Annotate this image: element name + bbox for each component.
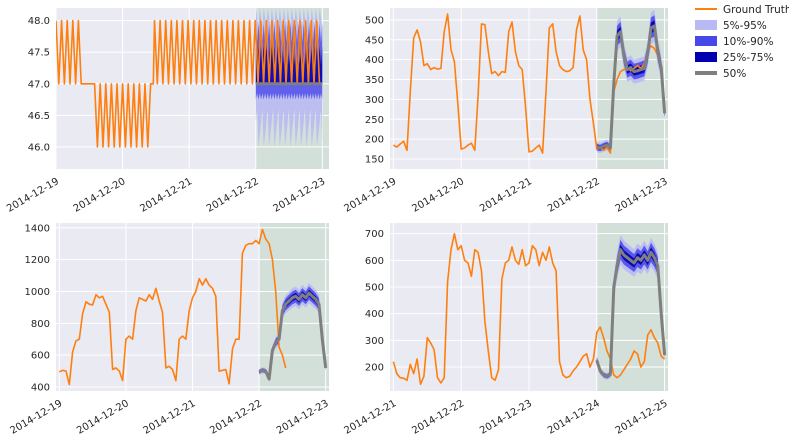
x-tick-label: 2014-12-19	[343, 176, 399, 215]
y-tick-label: 400	[365, 309, 384, 320]
y-tick-label: 500	[365, 15, 384, 26]
legend-patch-swatch	[695, 20, 717, 30]
legend: Ground Truth 5%-95% 10%-90% 25%-75% 50%	[690, 0, 789, 80]
plot-area	[392, 232, 667, 386]
x-tick-label: 2014-12-19	[8, 398, 64, 437]
legend-label: Ground Truth	[723, 4, 789, 16]
y-tick-label: 400	[31, 383, 50, 394]
plot-area	[56, 8, 323, 148]
x-tick-label: 2014-12-24	[546, 398, 602, 437]
y-tick-label: 300	[365, 336, 384, 347]
ground-truth-line	[392, 13, 666, 154]
median-line	[258, 291, 328, 381]
x-tick-label: 2014-12-23	[275, 398, 331, 437]
y-tick-label: 1200	[25, 255, 50, 266]
median-line	[596, 24, 667, 150]
x-tick-label: 2014-12-19	[5, 176, 61, 215]
x-tick-label: 2014-12-21	[138, 176, 194, 215]
x-tick-label: 2014-12-22	[546, 176, 602, 215]
y-tick-label: 800	[31, 319, 50, 330]
y-tick-label: 500	[365, 283, 384, 294]
y-tick-label: 250	[365, 115, 384, 126]
x-tick-label: 2014-12-21	[142, 398, 198, 437]
legend-label: 25%-75%	[723, 52, 773, 64]
legend-label: 5%-95%	[723, 20, 767, 32]
y-tick-label: 200	[365, 135, 384, 146]
y-tick-label: 48.0	[28, 16, 50, 27]
plot-area	[58, 228, 328, 386]
x-tick-label: 2014-12-21	[343, 398, 399, 437]
y-tick-label: 400	[365, 55, 384, 66]
y-tick-label: 300	[365, 95, 384, 106]
y-tick-label: 47.0	[28, 79, 50, 90]
y-tick-label: 1400	[25, 223, 50, 234]
x-tick-label: 2014-12-20	[72, 176, 128, 215]
y-tick-label: 600	[365, 256, 384, 267]
band-10-90	[596, 239, 665, 379]
band-5-95	[596, 234, 665, 380]
x-tick-label: 2014-12-20	[410, 176, 466, 215]
chart-panel-bottom-right: 200 300 400 500 600 700 2014-12-21 2014-12-22 20…	[343, 223, 670, 437]
x-tick-label: 2014-12-23	[614, 176, 670, 215]
y-tick-label: 600	[31, 351, 50, 362]
x-tick-label: 2014-12-25	[614, 398, 670, 437]
x-tick-label: 2014-12-23	[478, 398, 534, 437]
legend-entry: 5%-95%	[695, 20, 767, 32]
legend-patch-swatch	[695, 36, 717, 46]
legend-label: 50%	[723, 68, 746, 80]
legend-entry: Ground Truth	[695, 4, 789, 16]
x-tick-label: 2014-12-21	[478, 176, 534, 215]
y-tick-label: 350	[365, 75, 384, 86]
y-tick-label: 1000	[25, 287, 50, 298]
ground-truth-line	[58, 228, 287, 386]
ground-truth-line	[56, 19, 321, 148]
ground-truth-line	[392, 232, 666, 386]
legend-entry: 25%-75%	[695, 52, 773, 64]
x-tick-label: 2014-12-20	[75, 398, 131, 437]
x-tick-label: 2014-12-22	[208, 398, 264, 437]
band-25-75	[255, 45, 323, 84]
y-tick-label: 200	[365, 363, 384, 374]
legend-entry: 50%	[695, 68, 746, 80]
x-tick-label: 2014-12-22	[410, 398, 466, 437]
y-tick-label: 700	[365, 229, 384, 240]
legend-label: 10%-90%	[723, 36, 773, 48]
y-tick-label: 46.5	[28, 111, 50, 122]
chart-panel-top-right: 150 200 250 300 350 400 450 500 2014-12-19 2014-1…	[343, 8, 670, 215]
y-tick-label: 450	[365, 35, 384, 46]
y-tick-label: 150	[365, 155, 384, 166]
chart-panel-top-left: 46.0 46.5 47.0 47.5 48.0 2014-12-19 2014-12-20…	[5, 8, 329, 215]
legend-entry: 10%-90%	[695, 36, 773, 48]
y-tick-label: 46.0	[28, 142, 50, 153]
plot-area	[392, 9, 667, 154]
chart-panel-bottom-left: 400 600 800 1000 1200 1400 2014-12-19 2014-12-2…	[8, 223, 331, 437]
legend-patch-swatch	[695, 52, 717, 62]
x-tick-label: 2014-12-23	[272, 176, 328, 215]
x-tick-label: 2014-12-22	[205, 176, 261, 215]
median-line	[595, 248, 667, 378]
y-tick-label: 47.5	[28, 48, 50, 59]
